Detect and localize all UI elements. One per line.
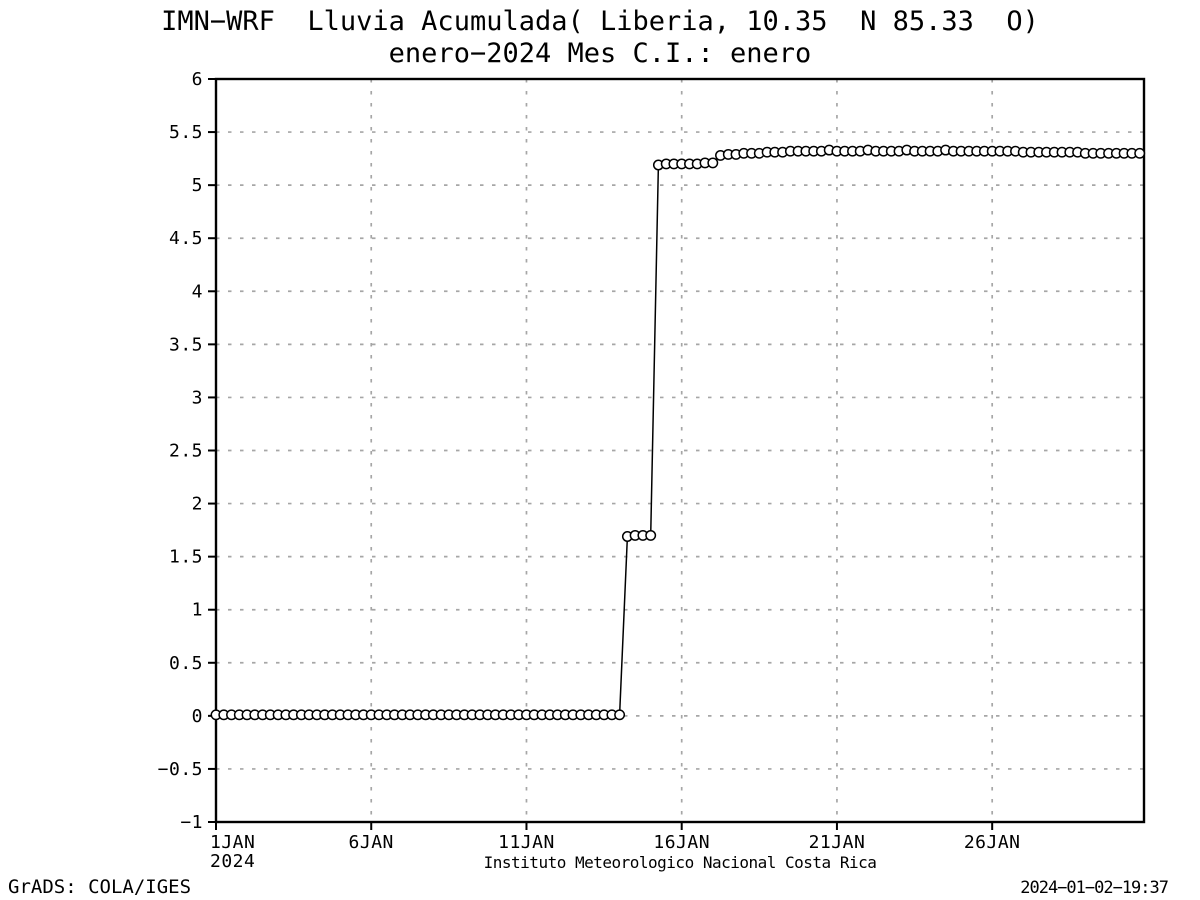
render-timestamp: 2024−01−02−19:37 <box>1020 878 1169 898</box>
chart-title: IMN−WRF Lluvia Acumulada( Liberia, 10.35… <box>161 6 1039 37</box>
data-point-marker <box>707 157 719 169</box>
y-axis-tick-label: 3 <box>192 387 203 408</box>
x-axis-tick-label: 16JAN <box>653 832 710 853</box>
x-axis-year-label: 2024 <box>210 851 255 872</box>
x-axis-tick-label: 26JAN <box>964 832 1021 853</box>
y-axis-tick-label: 5 <box>192 175 203 196</box>
chart-caption: Instituto Meteorologico Nacional Costa R… <box>483 853 877 872</box>
x-axis-tick-label: 21JAN <box>809 832 866 853</box>
y-axis-tick-label: 4.5 <box>169 228 203 249</box>
y-axis-tick-label: 4 <box>192 281 203 302</box>
data-point-marker <box>614 709 626 721</box>
y-axis-tick-label: 5.5 <box>169 122 203 143</box>
y-axis-tick-label: 6 <box>192 69 203 90</box>
x-axis-tick-label: 1JAN <box>210 832 255 853</box>
chart-subtitle: enero−2024 Mes C.I.: enero <box>388 38 812 69</box>
data-point-marker <box>645 529 657 541</box>
y-axis-tick-label: 1.5 <box>169 547 203 568</box>
x-axis-tick-label: 11JAN <box>498 832 555 853</box>
grads-credit-label: GrADS: COLA/IGES <box>8 876 192 898</box>
y-axis-tick-label: 3.5 <box>169 334 203 355</box>
y-axis-tick-label: −0.5 <box>158 759 203 780</box>
y-axis-tick-label: 2.5 <box>169 441 203 462</box>
x-axis-tick-label: 6JAN <box>349 832 394 853</box>
y-axis-tick-label: 0 <box>192 706 203 727</box>
data-point-marker <box>1134 147 1146 159</box>
y-axis-tick-label: 2 <box>192 494 203 515</box>
rainfall-series-line <box>216 149 1140 716</box>
y-axis-tick-label: 1 <box>192 600 203 621</box>
y-axis-tick-label: 0.5 <box>169 653 203 674</box>
y-axis-tick-label: −1 <box>180 812 203 833</box>
